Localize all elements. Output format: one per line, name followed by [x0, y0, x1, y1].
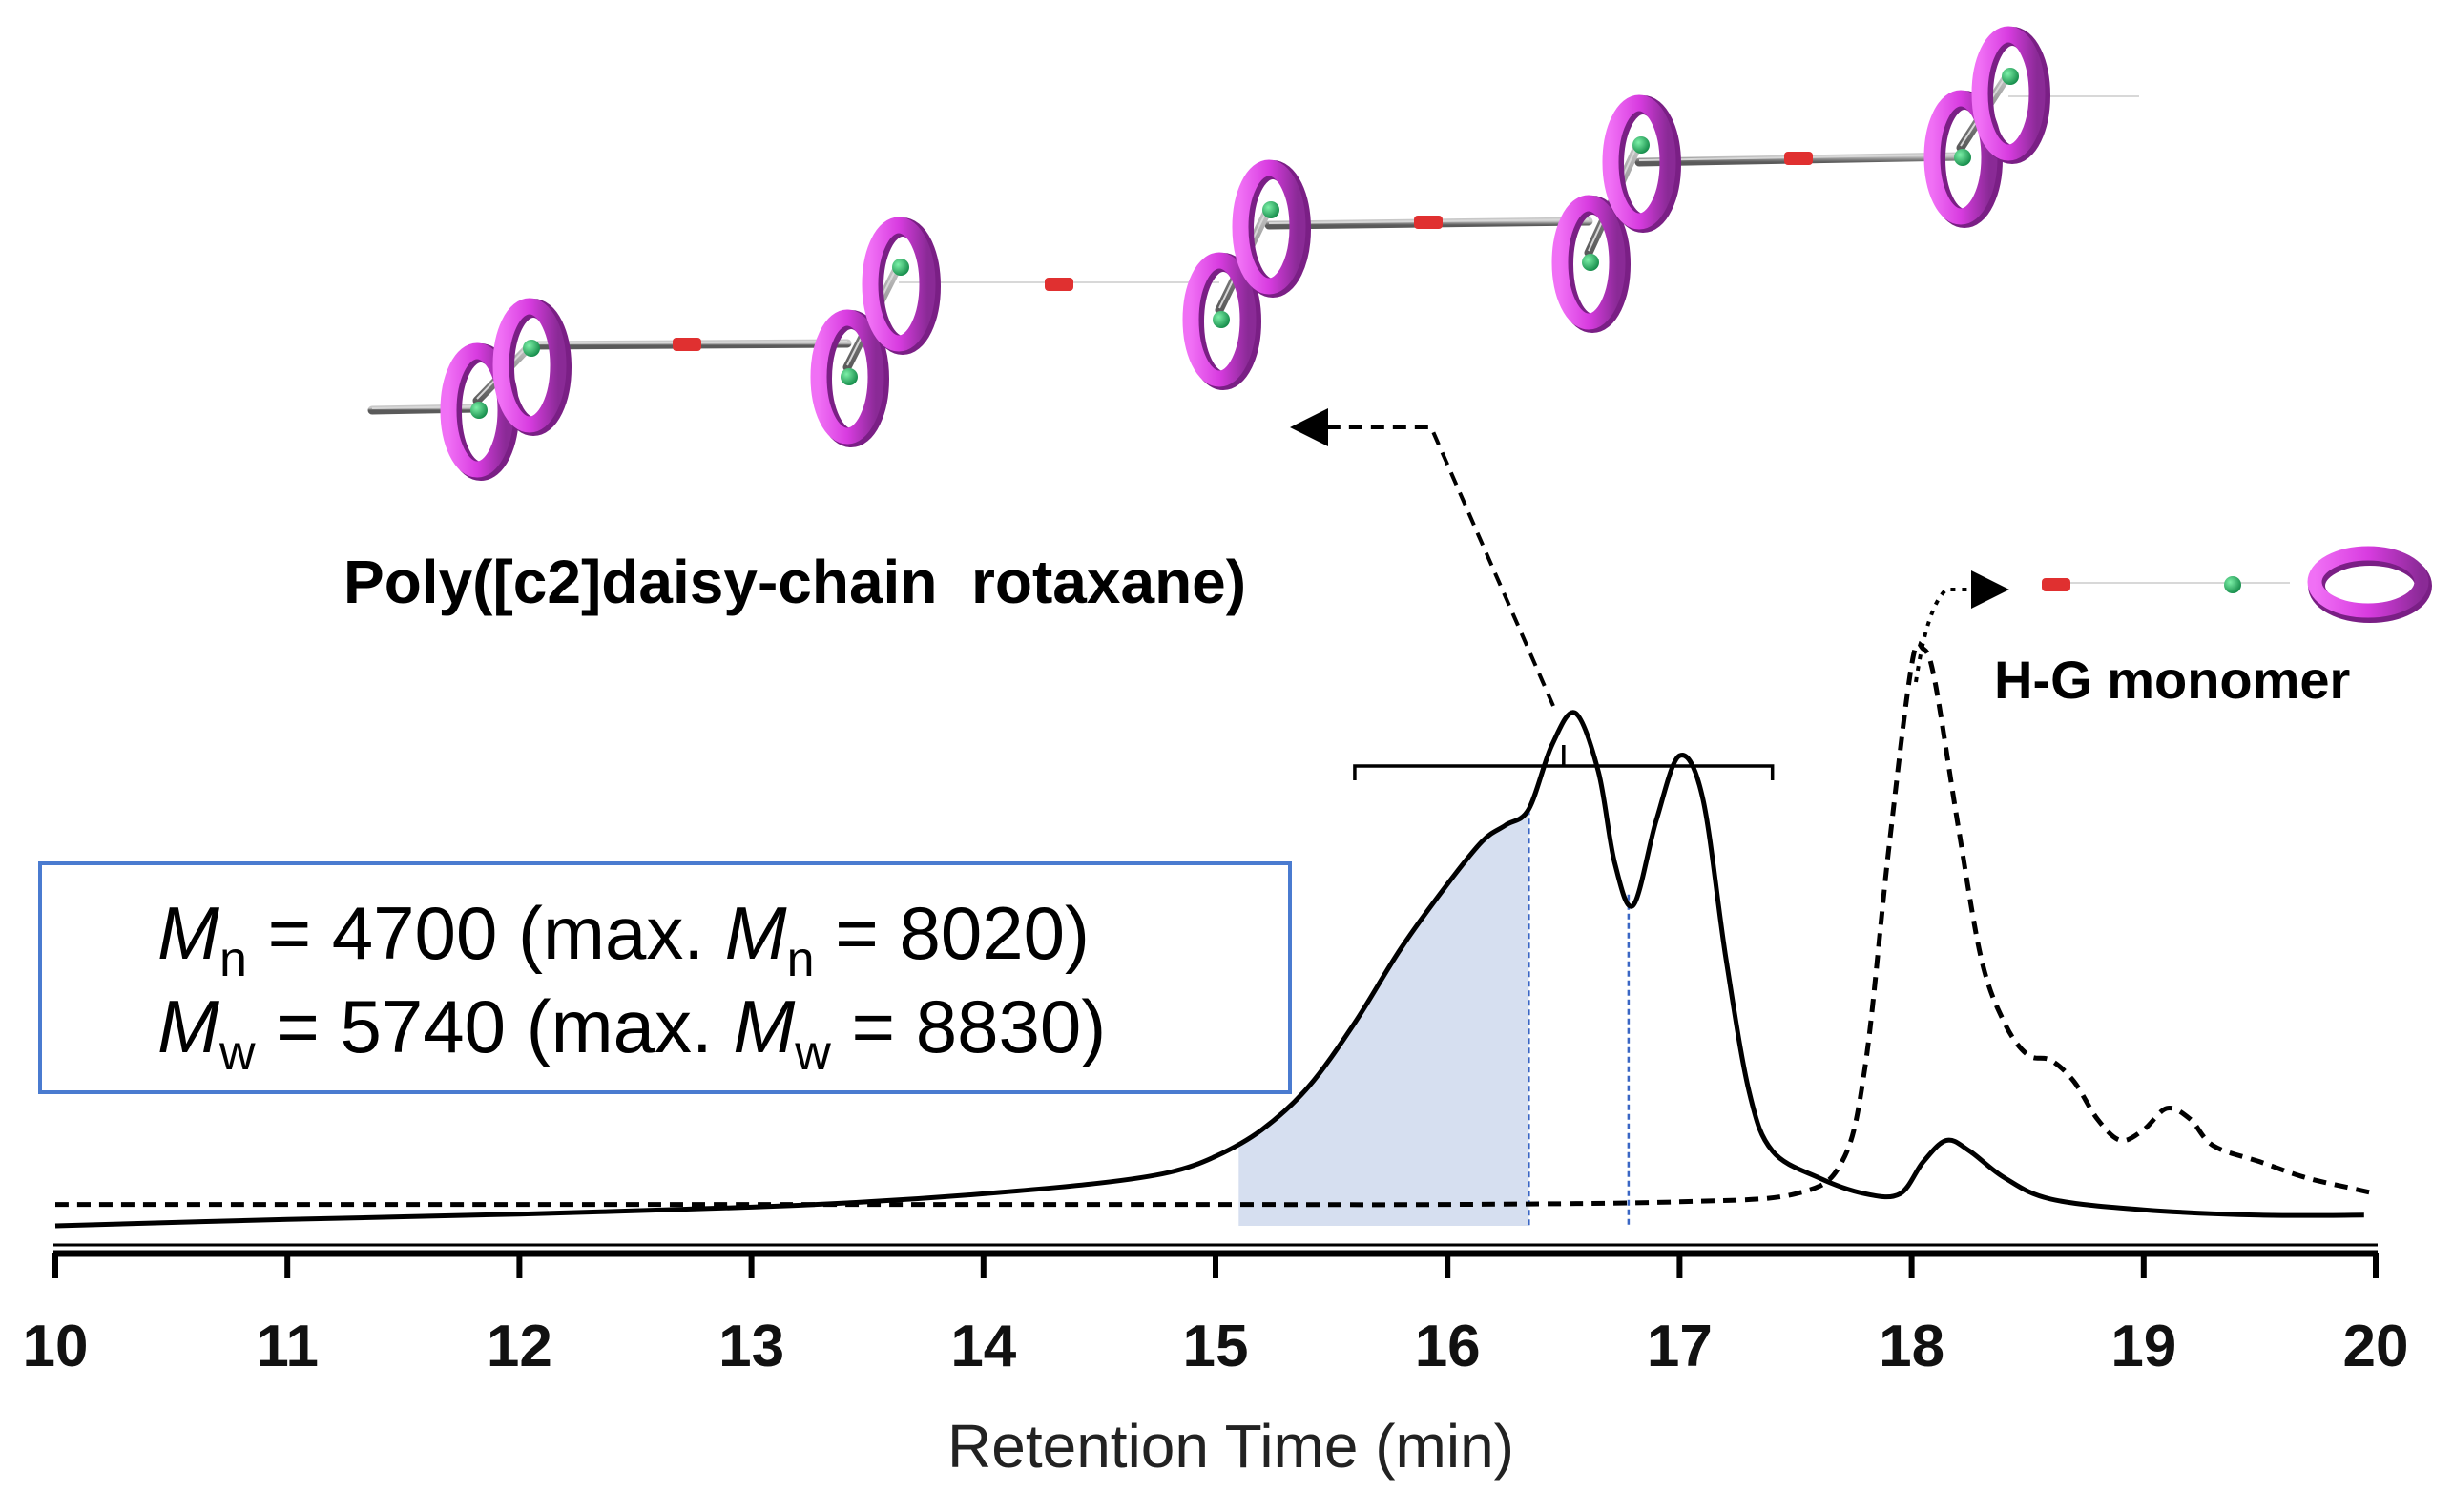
x-tick-label-18: 18 — [1879, 1314, 1944, 1379]
molecular-weight-box — [38, 861, 1292, 1094]
bead-2 — [523, 340, 540, 357]
monomer-ring — [2307, 546, 2429, 618]
annotation-arrows — [1290, 408, 2009, 707]
bracket-line — [1353, 764, 1775, 780]
x-tick-labels: 10 11 12 13 14 15 16 17 18 19 20 — [23, 1314, 2409, 1379]
mw-symbol: M — [157, 984, 219, 1068]
mw-max-subscript: w — [794, 1025, 831, 1081]
bead-8 — [1632, 136, 1650, 154]
polyrotaxane-label: Poly([c2]daisy-chain rotaxane) — [343, 548, 1246, 616]
ring-5-body — [1182, 252, 1257, 387]
vertical-markers — [1528, 809, 1631, 1226]
mw-line: Mw = 5740 (max. Mw = 8830) — [157, 984, 1106, 1081]
peak-bracket — [1353, 745, 1775, 780]
x-tick-label-16: 16 — [1415, 1314, 1481, 1379]
mn-value: = 4700 (max. — [247, 891, 725, 975]
polyrotaxane-arrow — [1290, 408, 1555, 707]
ring-6 — [1232, 159, 1311, 298]
bead-7 — [1582, 254, 1599, 271]
ring-4-body — [862, 217, 936, 352]
x-tick-label-19: 19 — [2110, 1314, 2176, 1379]
ring-6-body — [1232, 159, 1306, 295]
mn-line: Mn = 4700 (max. Mn = 8020) — [157, 891, 1090, 987]
ring-8-body — [1602, 94, 1676, 230]
mw-subscript: w — [218, 1025, 256, 1081]
bead-4 — [892, 259, 909, 276]
ring-7 — [1551, 195, 1631, 333]
x-tick-label-12: 12 — [487, 1314, 552, 1379]
mw-max-symbol: M — [733, 984, 795, 1068]
stopper-2 — [1045, 278, 1073, 291]
hg-monomer-illustration — [2042, 546, 2432, 623]
ring-5 — [1182, 252, 1261, 390]
polyrotaxane-illustration — [367, 26, 2144, 481]
bead-10 — [2002, 68, 2019, 85]
mn-max-subscript: n — [787, 932, 815, 987]
series-line-polyrotaxane — [54, 710, 2364, 1229]
bead-9 — [1954, 149, 1971, 166]
ring-7-body — [1551, 195, 1626, 330]
x-axis-title: Retention Time (min) — [947, 1412, 1514, 1481]
monomer-stopper — [2042, 578, 2070, 591]
shaded-area — [1238, 809, 1529, 1226]
stopper-4 — [1784, 152, 1813, 165]
x-tick-label-15: 15 — [1183, 1314, 1249, 1379]
x-tick-label-17: 17 — [1647, 1314, 1713, 1379]
ring-10-body — [1971, 26, 2046, 161]
ring-4 — [862, 217, 941, 355]
mn-symbol: M — [157, 891, 219, 975]
ring-9 — [1923, 90, 2003, 228]
ring-3 — [810, 309, 889, 447]
mn-max-value: = 8020) — [815, 891, 1090, 975]
ring-10 — [1971, 26, 2050, 164]
monomer-bead — [2224, 576, 2241, 593]
mw-max-value: = 8830) — [831, 984, 1106, 1068]
x-axis — [52, 1243, 2379, 1278]
mn-max-symbol: M — [725, 891, 787, 975]
ring-3-body — [810, 309, 884, 445]
mw-value: = 5740 (max. — [256, 984, 734, 1068]
x-tick-label-20: 20 — [2343, 1314, 2409, 1379]
hg-monomer-label: H-G monomer — [1994, 650, 2350, 710]
ring-8 — [1602, 94, 1681, 233]
x-tick-label-14: 14 — [950, 1314, 1016, 1379]
x-tick-label-11: 11 — [256, 1314, 319, 1379]
ring-9-body — [1923, 90, 1998, 225]
bead-5 — [1213, 311, 1230, 328]
stopper-3 — [1414, 216, 1443, 229]
bead-1 — [470, 402, 488, 419]
x-tick-label-10: 10 — [23, 1314, 89, 1379]
bead-6 — [1262, 201, 1279, 218]
monomer-arrow — [1914, 570, 2009, 683]
mn-subscript: n — [219, 932, 247, 987]
stopper-1 — [673, 338, 701, 351]
bead-3 — [841, 368, 858, 385]
shaded-region — [1238, 809, 1529, 1226]
x-tick-label-13: 13 — [718, 1314, 784, 1379]
ring-2 — [492, 298, 572, 436]
ring-2-body — [492, 298, 567, 433]
